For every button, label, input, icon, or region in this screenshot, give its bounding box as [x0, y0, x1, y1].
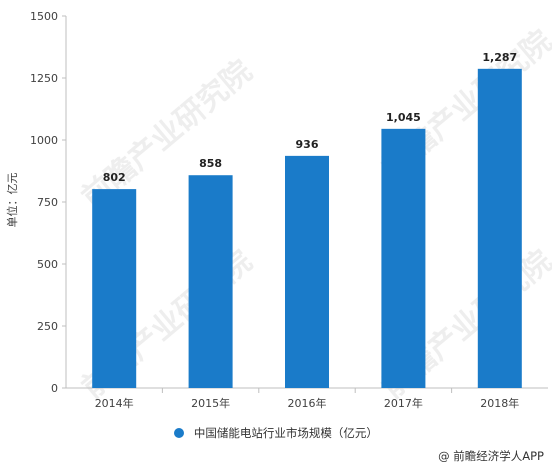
legend: 中国储能电站行业市场规模（亿元）: [0, 425, 552, 441]
data-labels: 802 858 936 1,045 1,287: [103, 51, 517, 184]
y-tick-label: 500: [37, 258, 58, 271]
y-tick-label: 1000: [30, 134, 58, 147]
x-tick-label: 2017年: [384, 396, 423, 410]
bar: [285, 155, 329, 388]
legend-marker: [174, 428, 185, 438]
bar: [477, 68, 522, 388]
data-label: 802: [103, 171, 126, 184]
y-tick-label: 750: [37, 196, 58, 209]
source-credit: @ 前瞻经济学人APP: [438, 449, 544, 463]
x-tick-label: 2016年: [288, 396, 327, 410]
x-tick-label: 2014年: [95, 396, 134, 410]
y-tick-label: 1500: [30, 10, 58, 23]
x-tick-label: 2018年: [480, 396, 519, 410]
data-label: 858: [199, 157, 222, 170]
y-tick-label: 1250: [30, 72, 58, 85]
bar: [381, 128, 426, 388]
data-label: 1,287: [482, 51, 517, 64]
bar: [92, 189, 137, 388]
y-tick-label: 250: [37, 320, 58, 333]
y-tick-label: 0: [51, 382, 58, 395]
axes: 0 250 500 750 1000 1250 1500 2014年 2015年 2016年 201…: [30, 10, 548, 410]
bars: [92, 68, 522, 388]
data-label: 936: [296, 138, 319, 151]
x-tick-label: 2015年: [191, 396, 230, 410]
y-axis-label: 单位：亿元: [5, 173, 19, 228]
legend-label: 中国储能电站行业市场规模（亿元）: [193, 426, 378, 440]
bar: [188, 175, 233, 388]
data-label: 1,045: [386, 111, 421, 124]
